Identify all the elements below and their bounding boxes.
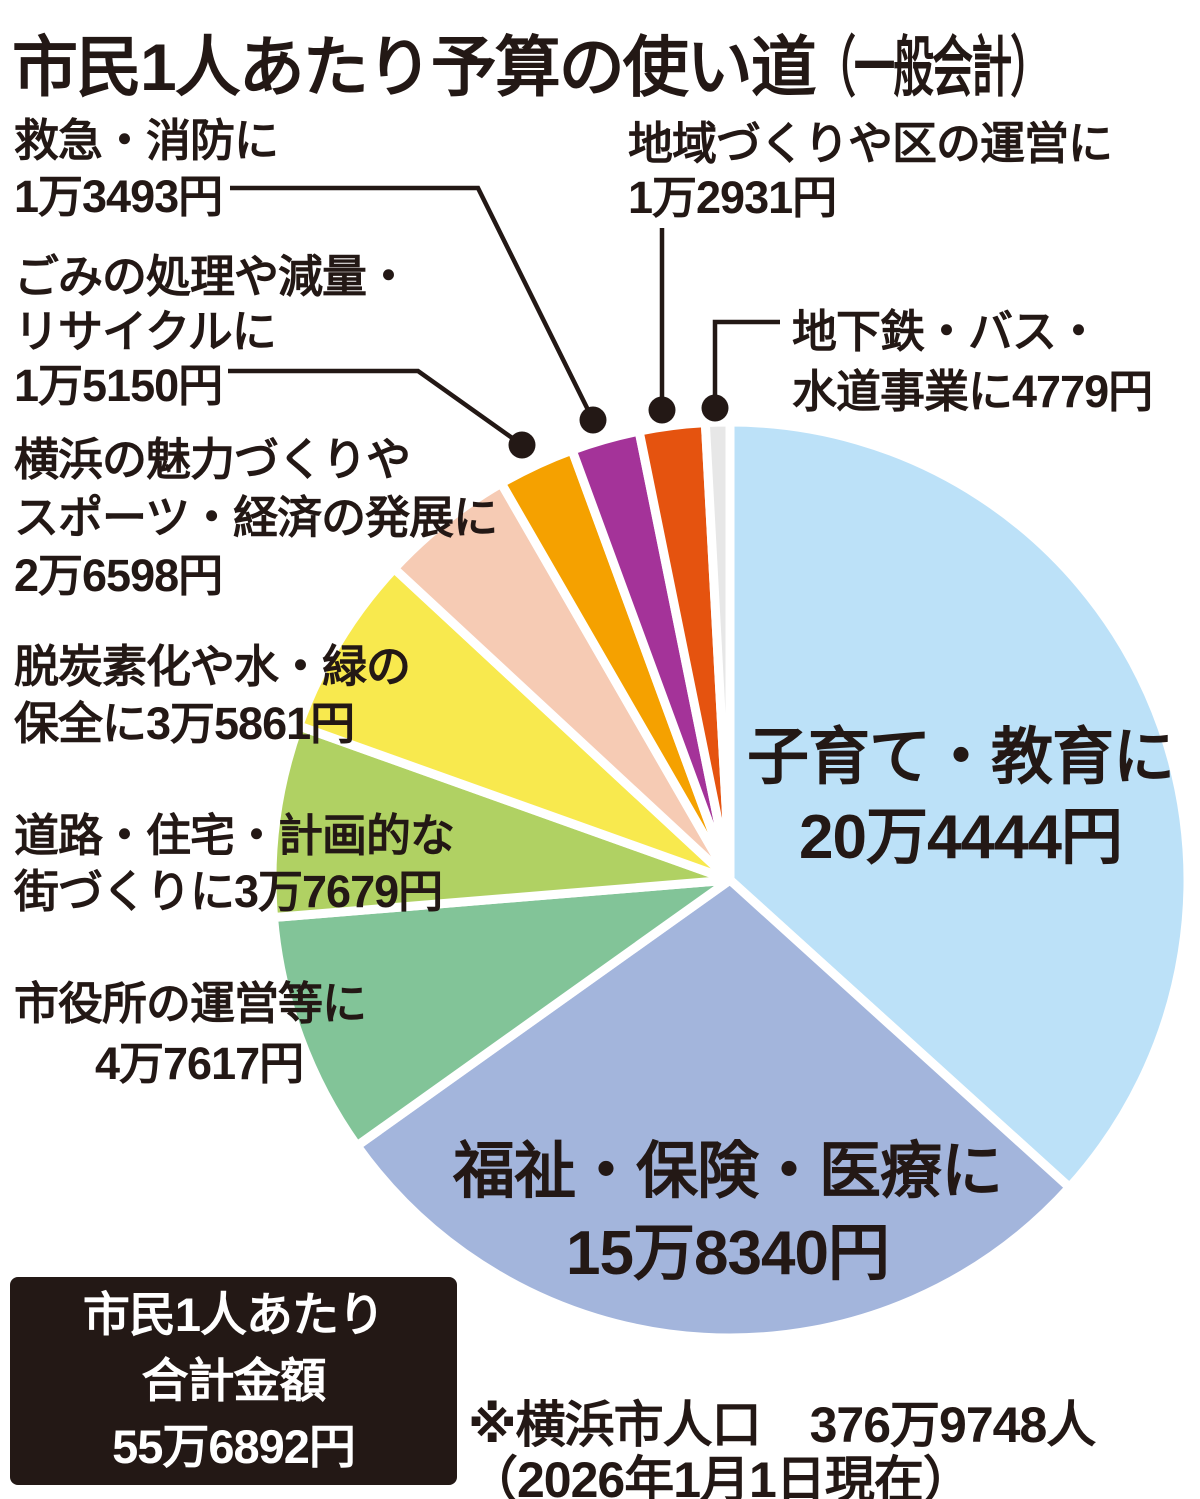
callout-miryoku-line1: 横浜の魅力づくりや	[14, 434, 411, 485]
callout-doro-line1: 道路・住宅・計画的な	[14, 810, 455, 861]
callout-chiiki-amount: 1万2931円	[628, 172, 837, 223]
total-box-amount: 55万6892円	[112, 1420, 356, 1473]
callout-datsutanso-line1: 脱炭素化や水・緑の	[14, 641, 411, 692]
pie-wedges	[267, 417, 1193, 1343]
total-box-line2: 合計金額	[141, 1354, 327, 1407]
leader-lines	[228, 185, 780, 459]
footnote-date: （2026年1月1日現在）	[468, 1452, 973, 1499]
leader-dot-chikatetsu	[701, 394, 729, 422]
callout-datsutanso-line2: 保全に3万5861円	[14, 698, 355, 749]
leader-dot-gomi	[508, 431, 536, 459]
callout-chikatetsu-line1: 地下鉄・バス・	[792, 306, 1101, 357]
total-amount-box: 市民1人あたり 合計金額 55万6892円	[10, 1277, 457, 1485]
pie-wedge-2	[269, 875, 735, 1151]
callout-gomi-line2: リサイクルに	[14, 306, 277, 357]
leader-line-gomi	[228, 368, 524, 447]
page-title-main: 市民1人あたり予算の使い道	[12, 30, 817, 104]
pie-wedge-4	[294, 564, 735, 885]
page-title: 市民1人あたり予算の使い道（一般会計）	[12, 14, 1193, 110]
footnote-population: ※横浜市人口 376万9748人	[468, 1397, 1096, 1453]
pie-label-fukushi-name: 福祉・保険・医療に	[452, 1137, 1003, 1206]
callout-doro-line2: 街づくりに3万7679円	[14, 866, 443, 917]
total-box-line1: 市民1人あたり	[82, 1288, 385, 1341]
callout-miryoku-line2: スポーツ・経済の発展に	[14, 492, 498, 543]
callout-shiyakusho-line1: 市役所の運営等に	[14, 978, 367, 1029]
callout-kyukyu-amount: 1万3493円	[14, 171, 223, 222]
callout-chikatetsu-line2: 水道事業に4779円	[792, 366, 1153, 417]
leader-line-kyukyu	[230, 185, 596, 421]
callout-gomi-amount: 1万5150円	[14, 360, 223, 411]
pie-wedge-3	[267, 721, 735, 923]
pie-label-kosodate-name: 子育て・教育に	[746, 723, 1175, 792]
pie-label-fukushi-amount: 15万8340円	[566, 1219, 890, 1288]
leader-dot-chiiki	[648, 396, 676, 424]
callout-kyukyu-line1: 救急・消防に	[14, 115, 279, 166]
callout-shiyakusho-amount: 4万7617円	[95, 1038, 304, 1089]
callout-gomi-line1: ごみの処理や減量・	[14, 251, 411, 302]
page-title-paren: （一般会計）	[814, 30, 1051, 104]
callout-miryoku-amount: 2万6598円	[14, 550, 223, 601]
pie-wedge-1	[352, 875, 1074, 1343]
leader-line-chikatetsu	[712, 319, 780, 408]
callout-chiiki-line1: 地域づくりや区の運営に	[628, 118, 1113, 169]
leader-dot-kyukyu	[579, 406, 607, 434]
pie-wedge-9	[700, 417, 735, 885]
pie-label-kosodate-amount: 20万4444円	[799, 803, 1123, 872]
pie-wedge-0	[725, 417, 1193, 1192]
